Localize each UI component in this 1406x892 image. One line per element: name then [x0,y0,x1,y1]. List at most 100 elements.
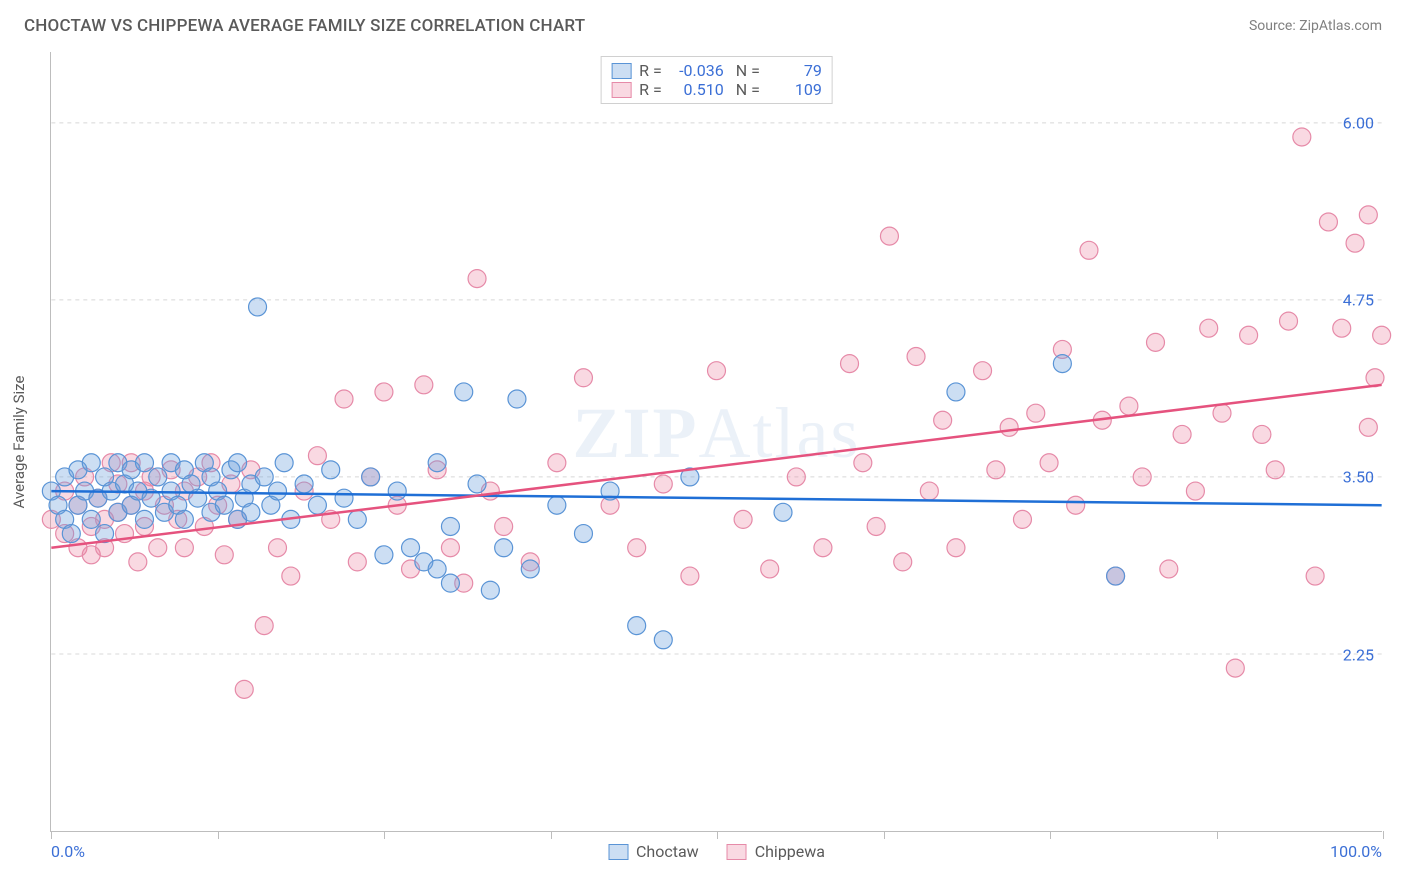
data-point [1186,482,1204,500]
legend-label-chippewa: Chippewa [755,842,825,861]
data-point [681,567,699,585]
stat-r-label: R = [639,80,662,99]
data-point [1319,213,1337,231]
swatch-choctaw [608,844,628,860]
data-point [335,390,353,408]
data-point [495,539,513,557]
x-tick [1050,831,1051,839]
data-point [1053,355,1071,373]
data-point [1120,397,1138,415]
data-point [654,631,672,649]
data-point [428,454,446,472]
data-point [415,376,433,394]
x-tick [551,831,552,839]
stat-n-label: N = [732,80,760,99]
data-point [495,517,513,535]
data-point [934,411,952,429]
data-point [175,539,193,557]
data-point [295,475,313,493]
stat-r-value-chippewa: 0.510 [670,80,724,99]
data-point [1280,312,1298,330]
data-point [82,510,100,528]
data-point [441,517,459,535]
data-point [335,489,353,507]
data-point [947,383,965,401]
data-point [322,461,340,479]
y-tick-label: 2.25 [1343,645,1374,664]
data-point [1133,468,1151,486]
data-point [235,680,253,698]
data-point [481,581,499,599]
data-point [761,560,779,578]
data-point [135,454,153,472]
data-point [521,560,539,578]
data-point [249,298,267,316]
data-point [149,468,167,486]
stat-n-value-chippewa: 109 [768,80,822,99]
data-point [628,539,646,557]
data-point [867,517,885,535]
data-point [428,560,446,578]
swatch-choctaw [611,63,631,79]
data-point [242,503,260,521]
stats-legend: R = -0.036 N = 79 R = 0.510 N = 109 [600,56,833,104]
x-tick [884,831,885,839]
data-point [734,510,752,528]
legend-item-chippewa: Chippewa [727,842,825,861]
data-point [1107,567,1125,585]
data-point [348,510,366,528]
y-tick-label: 4.75 [1343,291,1374,310]
data-point [282,567,300,585]
data-point [1333,319,1351,337]
stat-n-label: N = [732,61,760,80]
x-max-label: 100.0% [1330,842,1382,861]
data-point [1359,206,1377,224]
data-point [1027,404,1045,422]
data-point [229,454,247,472]
data-point [348,553,366,571]
data-point [1226,659,1244,677]
data-point [149,539,167,557]
y-axis-title: Average Family Size [10,375,28,508]
data-point [388,482,406,500]
data-point [508,390,526,408]
data-point [548,496,566,514]
stats-row-chippewa: R = 0.510 N = 109 [611,80,822,99]
data-point [82,454,100,472]
data-point [947,539,965,557]
data-point [708,362,726,380]
data-point [269,482,287,500]
data-point [62,525,80,543]
data-point [175,510,193,528]
data-point [628,617,646,635]
x-tick [51,831,52,839]
data-point [362,468,380,486]
data-point [1160,560,1178,578]
y-tick-label: 3.50 [1343,468,1374,487]
x-tick [218,831,219,839]
data-point [880,227,898,245]
data-point [1200,319,1218,337]
data-point [548,454,566,472]
data-point [441,539,459,557]
legend-item-choctaw: Choctaw [608,842,699,861]
bottom-legend: Choctaw Chippewa [608,842,825,861]
data-point [255,617,273,635]
x-tick [717,831,718,839]
data-point [907,348,925,366]
data-point [774,503,792,521]
data-point [1000,418,1018,436]
source-label: Source: ZipAtlas.com [1249,18,1382,34]
x-min-label: 0.0% [51,842,85,861]
data-point [814,539,832,557]
legend-label-choctaw: Choctaw [636,842,699,861]
y-tick-label: 6.00 [1343,113,1374,132]
data-point [275,454,293,472]
data-point [215,546,233,564]
data-point [1040,454,1058,472]
data-point [269,539,287,557]
data-point [920,482,938,500]
data-point [308,496,326,514]
x-tick [1383,831,1384,839]
stat-n-value-choctaw: 79 [768,61,822,80]
